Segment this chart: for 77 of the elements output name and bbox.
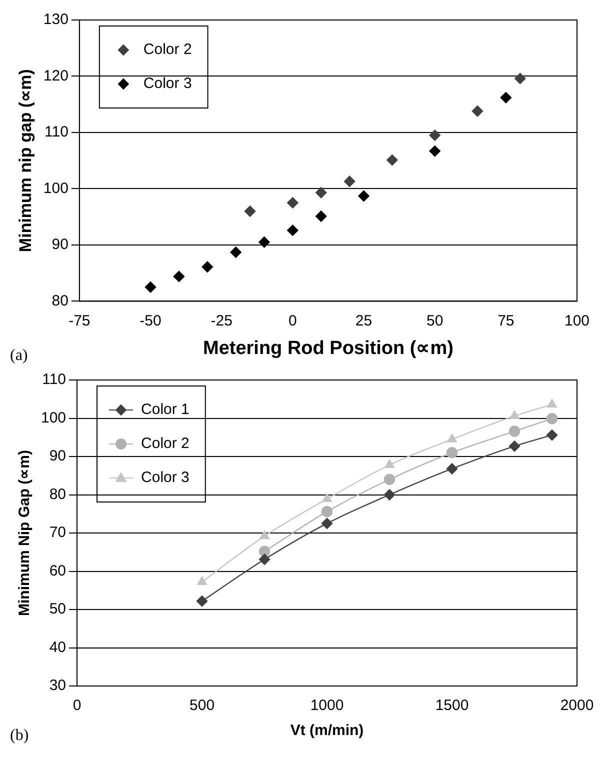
x-tick-label: 500: [190, 697, 215, 714]
point: [230, 246, 242, 258]
x-tick-label: 1500: [435, 697, 469, 714]
point: [258, 554, 270, 565]
point: [258, 236, 270, 248]
y-tick-label: 50: [49, 600, 66, 618]
y-tick-label: 90: [49, 448, 66, 465]
y-tick-label: 120: [43, 67, 68, 84]
point: [316, 187, 327, 198]
point: [287, 197, 298, 208]
y-tick-label: 60: [49, 562, 66, 580]
text: (b): [10, 727, 29, 744]
y-tick-label: 30: [49, 677, 66, 694]
x-tick-label: 2000: [560, 697, 594, 714]
point: [322, 493, 332, 502]
point: [429, 130, 440, 141]
y-axis-title: Minimum Nip Gap (∝m): [16, 450, 34, 616]
point: [429, 145, 440, 157]
y-tick-label: 70: [49, 524, 66, 542]
y-tick-label: 110: [44, 124, 68, 141]
x-axis-title: Vt (m/min): [290, 722, 364, 740]
y-tick-label: 130: [43, 11, 68, 28]
x-tick-label: 25: [355, 312, 372, 330]
point: [384, 459, 394, 468]
legend-label: Color 3: [141, 469, 190, 486]
x-axis-title: Metering Rod Position (∝m): [202, 338, 454, 359]
point: [386, 154, 398, 166]
y-tick-label: 80: [52, 292, 68, 310]
point: [546, 413, 558, 424]
point: [447, 434, 457, 442]
point: [316, 210, 327, 222]
y-tick-label: 110: [42, 371, 66, 388]
point: [508, 440, 520, 452]
point: [358, 190, 370, 202]
point: [472, 106, 484, 117]
text: (a): [10, 347, 28, 364]
x-tick-label: -25: [210, 312, 232, 330]
point: [547, 398, 557, 408]
point: [287, 224, 298, 236]
point: [197, 576, 207, 586]
point: [344, 176, 356, 188]
x-tick-label: 75: [498, 312, 514, 330]
point: [446, 463, 458, 474]
point: [508, 426, 520, 437]
y-tick-label: 40: [49, 638, 66, 656]
x-tick-label: 100: [564, 312, 590, 330]
point: [144, 282, 156, 293]
legend-label: Color 3: [143, 75, 192, 92]
y-tick-label: 100: [40, 409, 66, 426]
point: [514, 72, 526, 84]
point: [173, 270, 185, 282]
point: [384, 489, 396, 500]
point: [384, 474, 396, 486]
point: [446, 447, 458, 458]
point: [196, 595, 208, 607]
point: [321, 518, 333, 530]
point: [546, 429, 558, 441]
point: [500, 92, 512, 104]
x-tick-label: 0: [288, 312, 297, 330]
x-tick-label: -75: [68, 312, 90, 330]
point: [202, 261, 213, 272]
y-tick-label: 90: [52, 236, 68, 254]
point: [258, 546, 270, 557]
x-tick-label: 1000: [310, 697, 344, 714]
point: [244, 206, 256, 217]
legend-label: Color 2: [143, 41, 192, 58]
x-tick-label: 50: [426, 312, 444, 330]
x-tick-label: 0: [72, 697, 82, 714]
y-axis-title: Minimum nip gap (∝m): [16, 69, 35, 252]
legend-label: Color 2: [141, 435, 190, 452]
legend-label: Color 1: [141, 401, 190, 418]
point: [321, 506, 333, 518]
y-tick-label: 100: [43, 180, 68, 197]
point: [260, 530, 270, 540]
point: [510, 410, 520, 420]
x-tick-label: -50: [140, 312, 162, 330]
y-tick-label: 80: [49, 486, 66, 503]
